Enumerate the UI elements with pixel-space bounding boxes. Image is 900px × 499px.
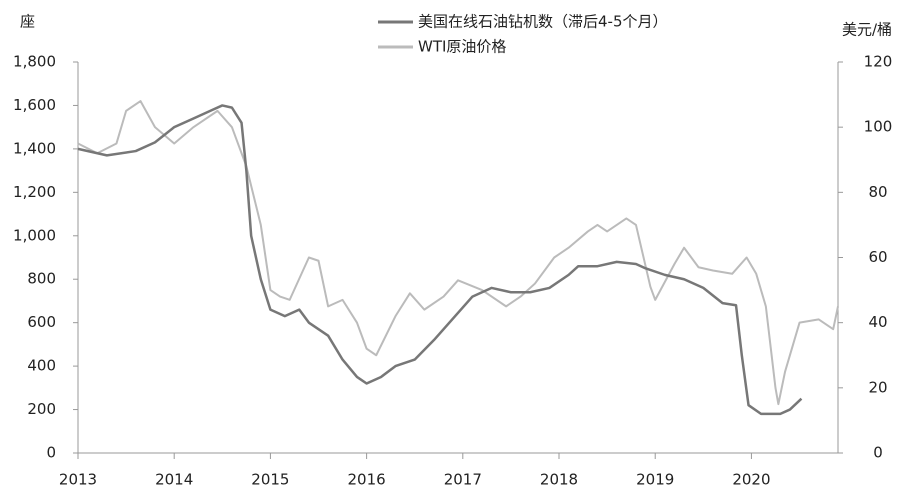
x-tick-label: 2019 [636,471,674,489]
y-axis-label: 座 [20,13,35,31]
y2-tick-label: 120 [864,53,893,71]
x-tick-label: 2014 [155,471,193,489]
y-tick-label: 1,800 [13,53,56,71]
y-tick-label: 1,600 [13,96,56,114]
x-tick-label: 2016 [348,471,386,489]
y2-tick-label: 0 [873,444,883,462]
x-tick-label: 2020 [732,471,770,489]
y2-tick-label: 80 [868,183,887,201]
y-tick-label: 1,200 [13,183,56,201]
data-line [77,104,803,416]
data-line [77,100,839,406]
y-tick-label: 600 [27,313,56,331]
y-tick-label: 400 [27,357,56,375]
y-tick-label: 200 [27,400,56,418]
y2-tick-label: 100 [864,118,893,136]
x-tick-label: 2017 [444,471,482,489]
y2-axis-label: 美元/桶 [842,21,892,39]
y-tick-label: 800 [27,270,56,288]
y2-tick-label: 20 [868,378,887,396]
y2-tick-label: 40 [868,313,887,331]
legend-label: WTI原油价格 [418,38,506,56]
x-tick-label: 2018 [540,471,578,489]
y-tick-label: 0 [46,444,56,462]
y-tick-label: 1,000 [13,226,56,244]
x-tick-label: 2015 [251,471,289,489]
legend-label: 美国在线石油钻机数（滞后4-5个月） [418,13,668,31]
y2-tick-label: 60 [868,248,887,266]
x-tick-label: 2013 [59,471,97,489]
y-tick-label: 1,400 [13,139,56,157]
